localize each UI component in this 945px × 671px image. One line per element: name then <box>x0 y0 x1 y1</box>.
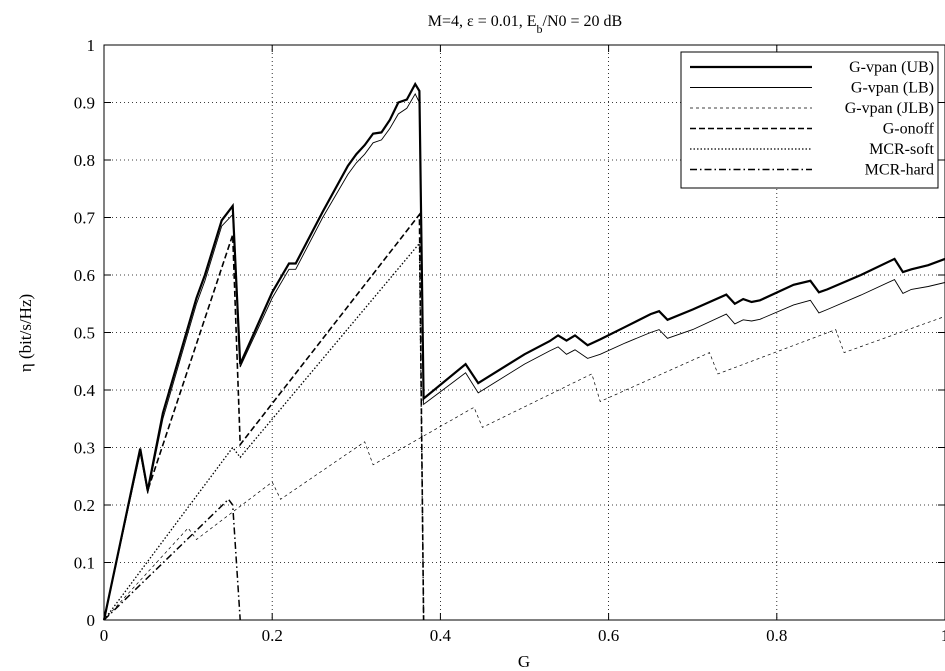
legend-label-g-vpan-lb: G-vpan (LB) <box>851 80 934 97</box>
legend-label-mcr-hard: MCR-hard <box>865 162 934 179</box>
series-line-g-vpan-jlb <box>103 316 945 621</box>
grid <box>104 45 945 620</box>
chart-title-main: M=4, ε = 0.01, E <box>428 13 537 30</box>
legend-label-g-vpan-ub: G-vpan (UB) <box>849 59 934 76</box>
y-tick-label: 0.8 <box>74 151 95 170</box>
y-tick-label: 0.3 <box>74 439 95 458</box>
series-line-mcr-soft <box>103 241 425 621</box>
series-line-mcr-hard <box>103 498 241 621</box>
series-group <box>102 81 945 621</box>
y-tick-label: 0.6 <box>74 266 95 285</box>
x-axis-title: G <box>518 652 530 671</box>
legend-label-g-vpan-jlb: G-vpan (JLB) <box>845 100 934 117</box>
series-line-g-onoff <box>103 212 425 621</box>
y-tick-label: 0.9 <box>74 94 95 113</box>
y-tick-label: 0.5 <box>74 324 95 343</box>
chart-title: M=4, ε = 0.01, Eb/N0 = 20 dB <box>428 13 622 36</box>
y-tick-label: 0 <box>87 611 96 630</box>
y-tick-label: 1 <box>87 36 96 55</box>
legend: G-vpan (UB) G-vpan (LB) G-vpan (JLB) G-onof… <box>680 51 939 189</box>
y-tick-label: 0.1 <box>74 554 95 573</box>
plot-frame <box>103 44 945 621</box>
x-tick-label: 0.8 <box>766 626 787 645</box>
x-tick-label: 0.2 <box>262 626 283 645</box>
y-axis-title: η (bit/s/Hz) <box>16 294 35 372</box>
x-tick-label: 1 <box>941 626 945 645</box>
axis-ticks: 0 0.2 0.4 0.6 0.8 1 0 0.1 0.2 0.3 0.4 0.5 0.6 0.7 0.8 0… <box>74 36 945 645</box>
legend-box <box>680 51 939 189</box>
y-tick-label: 0.7 <box>74 209 96 228</box>
x-tick-label: 0.4 <box>430 626 452 645</box>
y-tick-label: 0.2 <box>74 496 95 515</box>
chart-title-rest: /N0 = 20 dB <box>543 13 623 30</box>
legend-label-mcr-soft: MCR-soft <box>869 141 934 158</box>
legend-label-g-onoff: G-onoff <box>883 121 935 138</box>
y-tick-label: 0.4 <box>74 381 96 400</box>
x-tick-label: 0 <box>100 626 109 645</box>
chart-title-subscript: b <box>537 22 543 36</box>
x-tick-label: 0.6 <box>598 626 619 645</box>
series-line-g-vpan-lb <box>103 92 945 621</box>
